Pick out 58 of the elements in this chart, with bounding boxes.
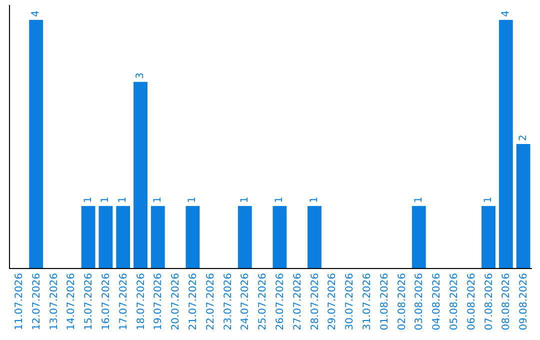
bar — [186, 206, 200, 268]
data-label: 4 — [500, 10, 512, 17]
x-tick-label: 27.07.2026 — [292, 273, 304, 330]
x-tick-label: 25.07.2026 — [258, 273, 269, 330]
bar — [516, 144, 530, 268]
data-label: 1 — [187, 196, 198, 203]
data-label: 1 — [309, 196, 320, 203]
data-label: 1 — [152, 196, 164, 203]
x-tick-label: 15.07.2026 — [84, 273, 95, 330]
data-label: 1 — [413, 196, 424, 203]
x-tick-label: 30.07.2026 — [344, 273, 356, 330]
x-tick-label: 26.07.2026 — [274, 273, 286, 330]
bar — [412, 206, 426, 268]
bar — [272, 206, 287, 268]
data-label: 3 — [135, 72, 146, 79]
data-label: 2 — [518, 134, 529, 141]
x-tick-label: 14.07.2026 — [66, 273, 78, 330]
bar — [134, 82, 148, 268]
x-tick-label: 11.07.2026 — [14, 273, 25, 330]
x-tick-label: 21.07.2026 — [188, 273, 199, 330]
data-label: 1 — [118, 196, 129, 203]
x-tick-label: 17.07.2026 — [118, 273, 130, 330]
data-label: 1 — [239, 196, 250, 203]
bar — [29, 20, 44, 268]
x-tick-label: 01.08.2026 — [379, 273, 390, 330]
bar — [116, 206, 130, 268]
x-tick-label: 03.08.2026 — [414, 273, 426, 330]
bar — [498, 20, 513, 268]
x-tick-label: 06.08.2026 — [466, 273, 478, 330]
x-tick-label: 12.07.2026 — [31, 273, 42, 330]
x-tick-label: 19.07.2026 — [153, 273, 164, 330]
x-tick-label: 08.08.2026 — [501, 273, 512, 330]
bar — [238, 206, 252, 268]
data-label: 4 — [30, 10, 42, 17]
x-tick-label: 09.08.2026 — [518, 273, 530, 330]
x-tick-label: 22.07.2026 — [205, 273, 216, 330]
x-tick-label: 07.08.2026 — [484, 273, 495, 330]
x-tick-label: 18.07.2026 — [136, 273, 147, 330]
x-tick-label: 13.07.2026 — [48, 273, 60, 330]
x-tick-label: 16.07.2026 — [100, 273, 112, 330]
bar — [98, 206, 113, 268]
x-tick-label: 28.07.2026 — [310, 273, 321, 330]
bar — [482, 206, 496, 268]
data-label: 1 — [100, 196, 112, 203]
data-label: 1 — [274, 196, 286, 203]
bar — [81, 206, 96, 268]
x-tick-label: 02.08.2026 — [396, 273, 408, 330]
data-label: 1 — [82, 196, 94, 203]
x-tick-label: 20.07.2026 — [170, 273, 182, 330]
bar — [308, 206, 322, 268]
x-tick-label: 23.07.2026 — [222, 273, 234, 330]
x-tick-label: 24.07.2026 — [240, 273, 252, 330]
x-tick-label: 31.07.2026 — [362, 273, 373, 330]
x-tick-label: 05.08.2026 — [448, 273, 460, 330]
bar — [150, 206, 165, 268]
x-tick-label: 04.08.2026 — [432, 273, 443, 330]
x-tick-label: 29.07.2026 — [327, 273, 338, 330]
data-label: 1 — [483, 196, 494, 203]
